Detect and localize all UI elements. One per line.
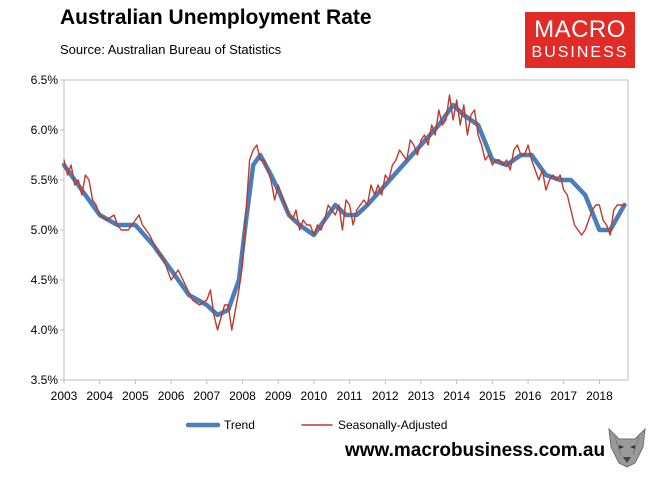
x-tick-label: 2018 <box>586 389 613 403</box>
legend-label: Trend <box>224 418 255 432</box>
series-line-seasonally-adjusted <box>63 94 626 331</box>
x-tick-label: 2014 <box>443 389 470 403</box>
x-tick-label: 2013 <box>408 389 435 403</box>
x-tick-label: 2007 <box>193 389 220 403</box>
x-tick-label: 2003 <box>51 389 78 403</box>
y-tick-label: 6.0% <box>31 123 59 137</box>
legend-label: Seasonally-Adjusted <box>338 418 447 432</box>
chart-subtitle: Source: Australian Bureau of Statistics <box>60 42 282 57</box>
macrobusiness-logo: MACRO BUSINESS <box>525 12 635 68</box>
x-tick-label: 2008 <box>229 389 256 403</box>
series-line-trend <box>61 102 627 318</box>
wolf-logo-icon <box>608 427 646 468</box>
x-tick-label: 2017 <box>550 389 577 403</box>
x-tick-label: 2010 <box>301 389 328 403</box>
y-tick-label: 6.5% <box>31 73 59 87</box>
x-tick-label: 2006 <box>158 389 185 403</box>
y-tick-label: 5.0% <box>31 223 59 237</box>
y-tick-label: 3.5% <box>31 373 59 387</box>
x-tick-label: 2009 <box>265 389 292 403</box>
y-tick-label: 5.5% <box>31 173 59 187</box>
x-tick-label: 2016 <box>515 389 542 403</box>
logo-line-1: MACRO <box>534 16 626 43</box>
y-tick-label: 4.0% <box>31 323 59 337</box>
logo-line-2: BUSINESS <box>531 44 629 61</box>
plot-border <box>63 79 629 381</box>
footer-url: www.macrobusiness.com.au <box>345 440 606 461</box>
chart-title: Australian Unemployment Rate <box>60 6 372 29</box>
x-tick-label: 2015 <box>479 389 506 403</box>
x-tick-label: 2011 <box>337 389 363 403</box>
x-tick-label: 2012 <box>372 389 399 403</box>
x-tick-label: 2005 <box>122 389 149 403</box>
y-tick-label: 4.5% <box>31 273 59 287</box>
x-tick-label: 2004 <box>86 389 113 403</box>
